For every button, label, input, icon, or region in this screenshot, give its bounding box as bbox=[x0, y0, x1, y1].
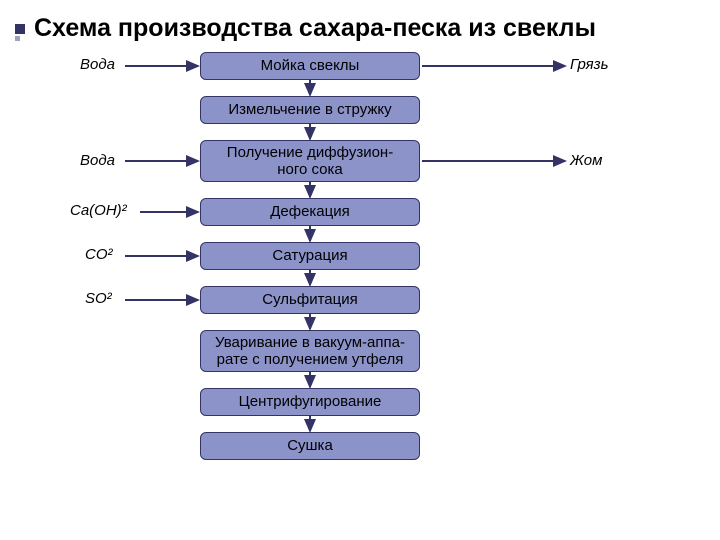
input-label-1: Вода bbox=[80, 56, 115, 73]
step-box-8: Центрифугирование bbox=[200, 388, 420, 416]
step-box-6: Сульфитация bbox=[200, 286, 420, 314]
output-label-3: Жом bbox=[570, 152, 602, 169]
input-label-3: Вода bbox=[80, 152, 115, 169]
step-label: Центрифугирование bbox=[239, 393, 382, 410]
input-label-5: CO² bbox=[85, 246, 113, 263]
step-box-1: Мойка свеклы bbox=[200, 52, 420, 80]
step-label: Дефекация bbox=[270, 203, 350, 220]
page-title: Схема производства сахара-песка из свекл… bbox=[34, 14, 710, 43]
title-sub-bullet bbox=[15, 36, 20, 41]
step-box-5: Сатурация bbox=[200, 242, 420, 270]
step-label: Уваривание в вакуум-аппа- рате с получен… bbox=[215, 334, 405, 369]
input-label-4: Ca(OH)² bbox=[70, 202, 127, 219]
step-label: Сатурация bbox=[272, 247, 347, 264]
step-box-9: Сушка bbox=[200, 432, 420, 460]
title-bullet bbox=[15, 24, 25, 34]
step-label: Получение диффузион- ного сока bbox=[227, 144, 393, 179]
step-box-3: Получение диффузион- ного сока bbox=[200, 140, 420, 182]
step-box-7: Уваривание в вакуум-аппа- рате с получен… bbox=[200, 330, 420, 372]
step-label: Сушка bbox=[287, 437, 333, 454]
step-label: Измельчение в стружку bbox=[228, 101, 391, 118]
input-label-6: SO² bbox=[85, 290, 112, 307]
output-label-1: Грязь bbox=[570, 56, 609, 73]
step-label: Мойка свеклы bbox=[261, 57, 360, 74]
step-box-2: Измельчение в стружку bbox=[200, 96, 420, 124]
step-box-4: Дефекация bbox=[200, 198, 420, 226]
step-label: Сульфитация bbox=[262, 291, 357, 308]
